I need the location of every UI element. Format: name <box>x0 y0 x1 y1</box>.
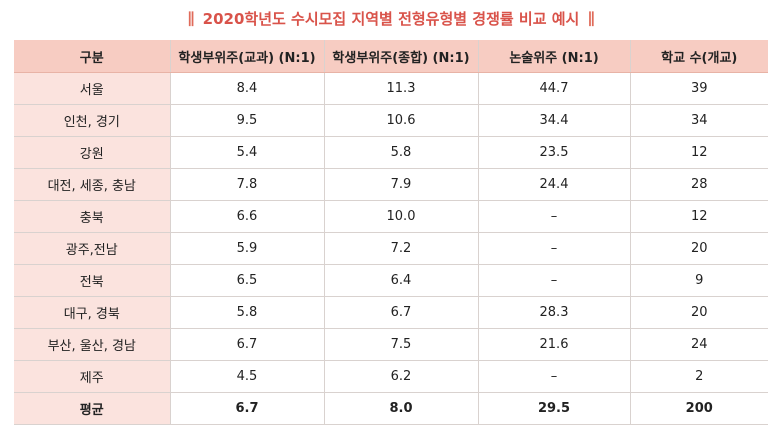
cell-region: 서울 <box>14 72 171 105</box>
cell-jonghap: 8.0 <box>324 392 479 425</box>
cell-jonghap: 7.2 <box>324 232 479 265</box>
cell-region: 충북 <box>14 200 171 233</box>
cell-nonsul: – <box>478 200 631 233</box>
cell-gyogwa: 9.5 <box>170 104 325 137</box>
table-row: 대구, 경북 5.8 6.7 28.3 20 <box>14 296 768 329</box>
cell-nonsul: 29.5 <box>478 392 631 425</box>
competition-rate-table: 구분 학생부위주(교과) (N:1) 학생부위주(종합) (N:1) 논술위주 … <box>14 40 768 425</box>
cell-school-count: 34 <box>630 104 768 137</box>
cell-jonghap: 7.9 <box>324 168 479 201</box>
cell-nonsul: – <box>478 264 631 297</box>
cell-jonghap: 7.5 <box>324 328 479 361</box>
cell-school-count: 9 <box>630 264 768 297</box>
cell-nonsul: 24.4 <box>478 168 631 201</box>
cell-school-count: 2 <box>630 360 768 393</box>
cell-region: 제주 <box>14 360 171 393</box>
cell-gyogwa: 6.7 <box>170 328 325 361</box>
title-bar-right: ∥ <box>587 9 595 27</box>
cell-nonsul: 44.7 <box>478 72 631 105</box>
title-bar-left: ∥ <box>187 9 195 27</box>
cell-jonghap: 6.2 <box>324 360 479 393</box>
cell-school-count: 12 <box>630 200 768 233</box>
cell-school-count: 20 <box>630 232 768 265</box>
title-text: 2020학년도 수시모집 지역별 전형유형별 경쟁률 비교 예시 <box>202 9 580 28</box>
cell-region: 평균 <box>14 392 171 425</box>
table-row: 인천, 경기 9.5 10.6 34.4 34 <box>14 104 768 137</box>
cell-nonsul: 34.4 <box>478 104 631 137</box>
table-row: 부산, 울산, 경남 6.7 7.5 21.6 24 <box>14 328 768 361</box>
cell-nonsul: 28.3 <box>478 296 631 329</box>
cell-region: 대구, 경북 <box>14 296 171 329</box>
cell-region: 강원 <box>14 136 171 169</box>
cell-jonghap: 5.8 <box>324 136 479 169</box>
header-school-count: 학교 수(개교) <box>630 40 768 73</box>
cell-gyogwa: 6.7 <box>170 392 325 425</box>
cell-gyogwa: 4.5 <box>170 360 325 393</box>
table-row: 강원 5.4 5.8 23.5 12 <box>14 136 768 169</box>
page-title: ∥ 2020학년도 수시모집 지역별 전형유형별 경쟁률 비교 예시 ∥ <box>0 0 782 36</box>
cell-jonghap: 10.0 <box>324 200 479 233</box>
cell-school-count: 12 <box>630 136 768 169</box>
cell-nonsul: 23.5 <box>478 136 631 169</box>
header-gyogwa: 학생부위주(교과) (N:1) <box>170 40 325 73</box>
table-header-row: 구분 학생부위주(교과) (N:1) 학생부위주(종합) (N:1) 논술위주 … <box>14 40 768 73</box>
cell-school-count: 39 <box>630 72 768 105</box>
cell-jonghap: 6.4 <box>324 264 479 297</box>
cell-jonghap: 6.7 <box>324 296 479 329</box>
header-jonghap: 학생부위주(종합) (N:1) <box>324 40 479 73</box>
header-nonsul: 논술위주 (N:1) <box>478 40 631 73</box>
cell-region: 광주,전남 <box>14 232 171 265</box>
table-row: 대전, 세종, 충남 7.8 7.9 24.4 28 <box>14 168 768 201</box>
cell-region: 부산, 울산, 경남 <box>14 328 171 361</box>
cell-gyogwa: 8.4 <box>170 72 325 105</box>
table-row: 제주 4.5 6.2–2 <box>14 360 768 393</box>
cell-school-count: 20 <box>630 296 768 329</box>
average-row: 평균 6.7 8.0 29.5 200 <box>14 392 768 425</box>
table-row: 서울 8.4 11.3 44.7 39 <box>14 72 768 105</box>
cell-gyogwa: 7.8 <box>170 168 325 201</box>
table-row: 전북 6.5 6.4–9 <box>14 264 768 297</box>
cell-gyogwa: 6.6 <box>170 200 325 233</box>
cell-gyogwa: 5.4 <box>170 136 325 169</box>
cell-region: 인천, 경기 <box>14 104 171 137</box>
cell-jonghap: 11.3 <box>324 72 479 105</box>
cell-nonsul: – <box>478 360 631 393</box>
cell-gyogwa: 6.5 <box>170 264 325 297</box>
cell-jonghap: 10.6 <box>324 104 479 137</box>
header-region: 구분 <box>14 40 171 73</box>
cell-school-count: 200 <box>630 392 768 425</box>
cell-gyogwa: 5.9 <box>170 232 325 265</box>
cell-gyogwa: 5.8 <box>170 296 325 329</box>
cell-region: 대전, 세종, 충남 <box>14 168 171 201</box>
table-row: 충북 6.6 10.0–12 <box>14 200 768 233</box>
cell-nonsul: – <box>478 232 631 265</box>
cell-school-count: 28 <box>630 168 768 201</box>
cell-region: 전북 <box>14 264 171 297</box>
table-row: 광주,전남 5.9 7.2–20 <box>14 232 768 265</box>
cell-nonsul: 21.6 <box>478 328 631 361</box>
cell-school-count: 24 <box>630 328 768 361</box>
